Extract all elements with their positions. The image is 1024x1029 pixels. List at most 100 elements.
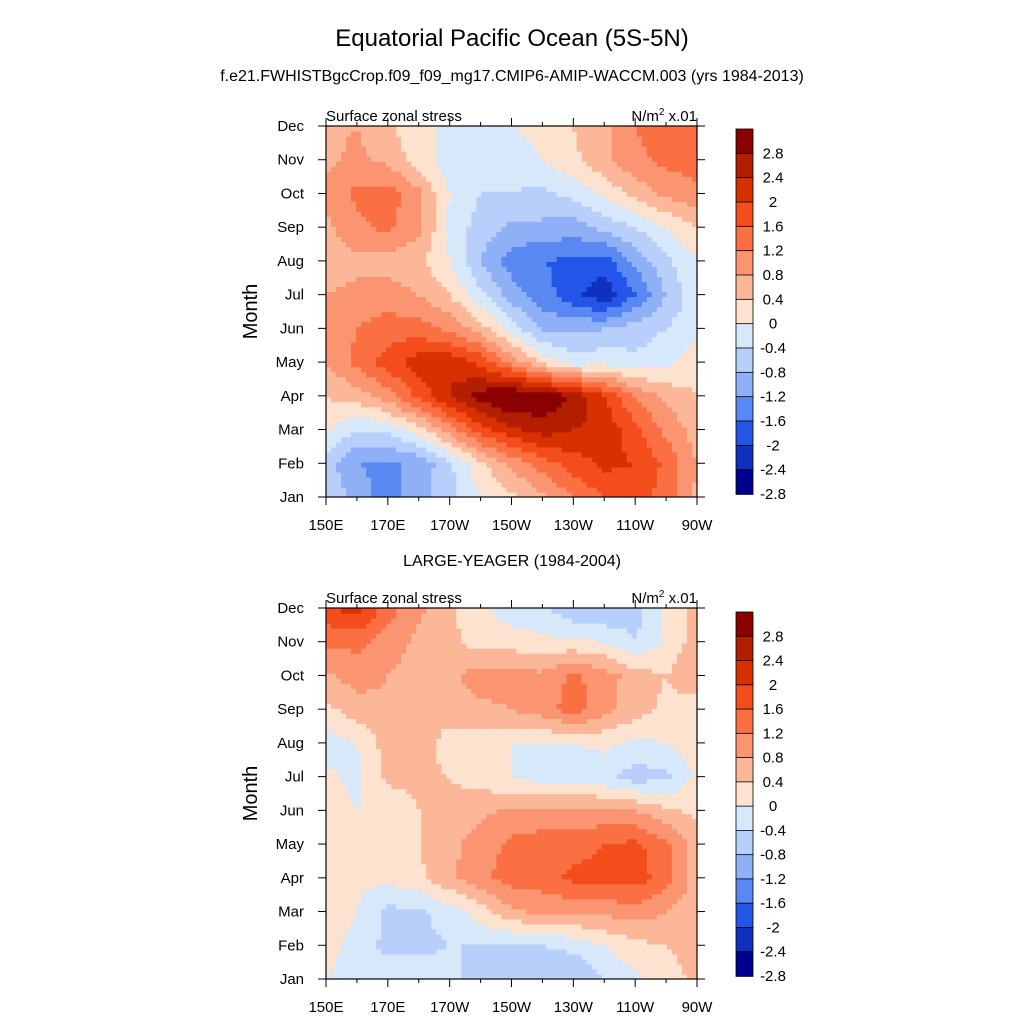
- heatmap-cell: [516, 276, 523, 283]
- heatmap-cell: [501, 471, 508, 478]
- heatmap-cell: [616, 366, 623, 373]
- heatmap-cell: [571, 441, 578, 448]
- heatmap-cell: [616, 401, 623, 408]
- heatmap-cell: [661, 236, 668, 242]
- heatmap-cell: [481, 181, 488, 187]
- heatmap-cell: [431, 376, 437, 383]
- heatmap-cell: [471, 236, 477, 242]
- heatmap-cell: [536, 166, 543, 172]
- heatmap-cell: [596, 171, 603, 177]
- heatmap-cell: [596, 366, 603, 373]
- heatmap-cell: [491, 171, 498, 177]
- heatmap-cell: [366, 456, 372, 463]
- heatmap-cell: [376, 316, 382, 323]
- heatmap-cell: [641, 241, 648, 247]
- heatmap-cell: [431, 406, 437, 413]
- heatmap-cell: [431, 241, 437, 247]
- heatmap-cell: [326, 156, 332, 162]
- heatmap-cell: [681, 311, 688, 318]
- heatmap-cell: [411, 191, 417, 197]
- heatmap-cell: [656, 446, 663, 453]
- heatmap-cell: [336, 436, 342, 443]
- heatmap-cell: [601, 206, 608, 212]
- heatmap-cell: [521, 231, 528, 237]
- heatmap-cell: [516, 221, 523, 227]
- heatmap-cell: [341, 256, 347, 262]
- heatmap-cell: [356, 386, 362, 393]
- heatmap-cell: [471, 441, 477, 448]
- heatmap-cell: [496, 316, 503, 323]
- heatmap-cell: [456, 216, 462, 222]
- heatmap-cell: [356, 431, 362, 438]
- heatmap-cell: [371, 161, 377, 167]
- heatmap-cell: [566, 341, 573, 348]
- heatmap-cell: [606, 206, 613, 212]
- heatmap-cell: [426, 226, 432, 232]
- heatmap-cell: [611, 396, 618, 403]
- heatmap-cell: [401, 276, 407, 283]
- heatmap-cell: [496, 461, 503, 468]
- heatmap-cell: [506, 341, 513, 348]
- heatmap-cell: [651, 346, 658, 353]
- heatmap-cell: [621, 436, 628, 443]
- heatmap-cell: [411, 221, 417, 227]
- heatmap-cell: [561, 321, 568, 328]
- heatmap-cell: [586, 241, 593, 247]
- heatmap-cell: [326, 246, 332, 252]
- heatmap-cell: [656, 406, 663, 413]
- heatmap-cell: [446, 311, 452, 318]
- heatmap-cell: [581, 316, 588, 323]
- heatmap-cell: [466, 236, 472, 242]
- heatmap-cell: [326, 406, 332, 413]
- heatmap-cell: [646, 411, 653, 418]
- heatmap-cell: [606, 406, 613, 413]
- heatmap-cell: [646, 236, 653, 242]
- heatmap-cell: [496, 166, 503, 172]
- heatmap-cell: [426, 396, 432, 403]
- heatmap-cell: [391, 211, 397, 217]
- heatmap-cell: [651, 471, 658, 478]
- heatmap-cell: [591, 461, 598, 468]
- heatmap-cell: [481, 491, 488, 497]
- heatmap-cell: [686, 281, 693, 288]
- heatmap-cell: [531, 391, 538, 398]
- heatmap-cell: [351, 326, 357, 333]
- heatmap-cell: [541, 391, 548, 398]
- heatmap-cell: [496, 286, 503, 293]
- heatmap-cell: [391, 161, 397, 167]
- heatmap-cell: [671, 451, 678, 458]
- heatmap-cell: [686, 286, 693, 293]
- heatmap-cell: [386, 416, 392, 423]
- heatmap-cell: [551, 161, 558, 167]
- heatmap-cell: [641, 376, 648, 383]
- heatmap-cell: [566, 461, 573, 468]
- heatmap-cell: [436, 311, 442, 318]
- heatmap-cell: [426, 321, 432, 328]
- heatmap-cell: [506, 281, 513, 288]
- heatmap-cell: [591, 361, 598, 368]
- heatmap-cell: [541, 301, 548, 308]
- heatmap-cell: [611, 446, 618, 453]
- heatmap-cell: [346, 376, 352, 383]
- heatmap-cell: [541, 261, 548, 267]
- heatmap-cell: [616, 491, 623, 497]
- heatmap-cell: [346, 386, 352, 393]
- heatmap-cell: [556, 371, 563, 378]
- heatmap-cell: [531, 316, 538, 323]
- heatmap-cell: [326, 256, 332, 262]
- heatmap-cell: [501, 351, 508, 358]
- heatmap-cell: [486, 186, 493, 192]
- heatmap-cell: [661, 296, 668, 303]
- heatmap-cell: [381, 291, 387, 298]
- heatmap-cell: [361, 301, 367, 308]
- heatmap-cell: [356, 266, 362, 272]
- heatmap-cell: [531, 386, 538, 393]
- heatmap-cell: [491, 296, 498, 303]
- heatmap-cell: [621, 376, 628, 383]
- heatmap-cell: [346, 291, 352, 298]
- heatmap-cell: [511, 296, 518, 303]
- heatmap-cell: [486, 236, 493, 242]
- heatmap-cell: [646, 401, 653, 408]
- heatmap-cell: [446, 176, 452, 182]
- heatmap-cell: [471, 346, 477, 353]
